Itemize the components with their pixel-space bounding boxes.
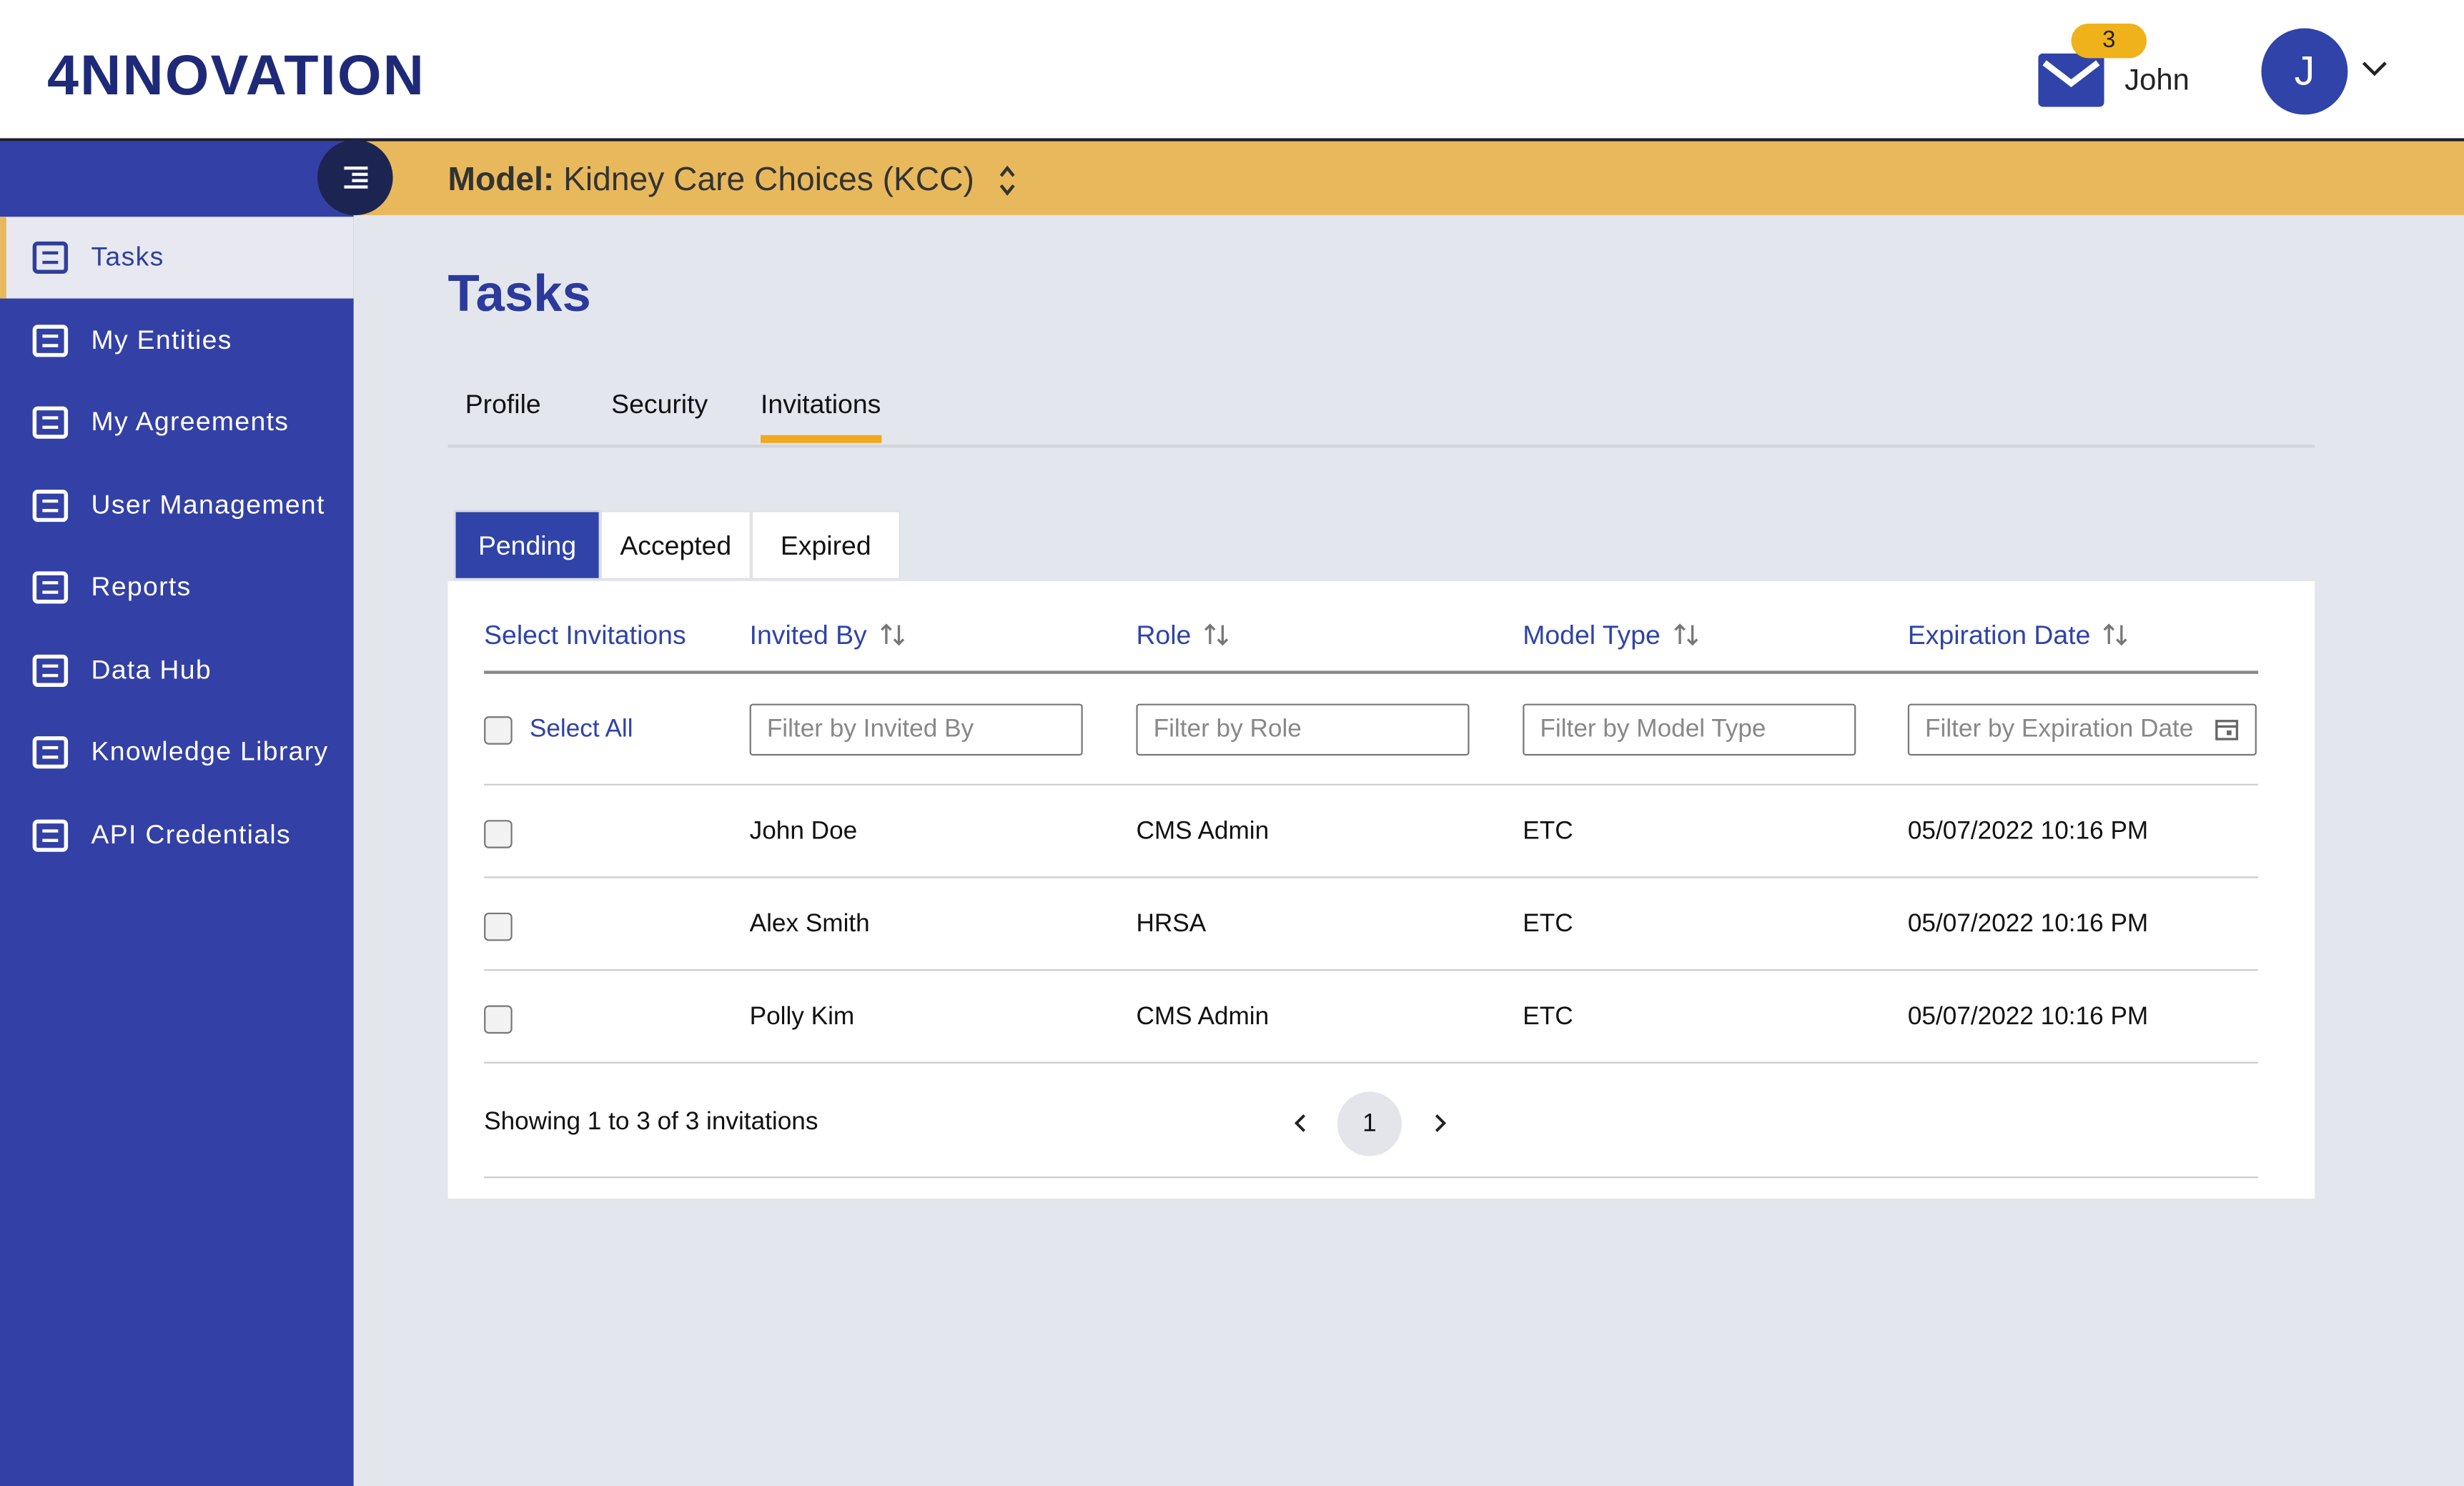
tab[interactable]: Profile [465, 390, 541, 420]
active-item-bg [0, 217, 354, 299]
checkbox[interactable] [484, 820, 513, 848]
subtab[interactable]: Accepted [600, 510, 751, 580]
user-menu-chevron[interactable] [2360, 60, 2389, 79]
sidebar-item[interactable]: My Entities [91, 324, 232, 355]
tabs-divider [447, 444, 2315, 448]
sidebar-icon [30, 321, 71, 359]
icon-shape [32, 571, 69, 604]
filter-input[interactable]: Filter by Expiration Date [1907, 703, 2257, 756]
cell: John Doe [749, 818, 858, 846]
model-selector[interactable]: Model: Kidney Care Choices (KCC) [448, 162, 974, 199]
column-header[interactable]: Model Type [1523, 620, 1661, 650]
mail-icon[interactable] [2038, 53, 2104, 107]
row-divider [484, 1061, 2259, 1064]
sidebar-item[interactable]: Data Hub [91, 654, 212, 685]
model-label: Model: [447, 162, 555, 198]
cell: ETC [1523, 818, 1573, 846]
row-divider [484, 876, 2259, 878]
sidebar-icon [30, 569, 71, 607]
cell: ETC [1523, 911, 1573, 938]
sidebar-icon [30, 816, 71, 854]
icon-shape [32, 241, 69, 274]
sort-arrows [1674, 623, 1698, 646]
column-header[interactable]: Expiration Date [1907, 620, 2091, 650]
sort-icon[interactable] [880, 622, 905, 650]
filter-input[interactable]: Filter by Model Type [1523, 703, 1856, 756]
header-divider [484, 670, 2259, 674]
sidebar-icon [30, 239, 71, 277]
filter-input[interactable]: Filter by Role [1136, 703, 1470, 756]
sort-icon[interactable] [2102, 622, 2127, 650]
icon-shape [32, 818, 69, 851]
checkbox[interactable] [484, 912, 513, 941]
icon-shape [32, 489, 69, 522]
sidebar-toggle[interactable] [317, 139, 393, 216]
page-title: Tasks [447, 264, 591, 322]
next-page[interactable] [1427, 1111, 1452, 1136]
column-header[interactable]: Role [1136, 620, 1192, 650]
cell: 05/07/2022 10:16 PM [1907, 911, 2149, 938]
icon-shape [32, 653, 69, 686]
footer-divider [484, 1177, 2259, 1179]
tab[interactable]: Invitations [761, 390, 881, 420]
cell: CMS Admin [1136, 818, 1270, 846]
model-value: Kidney Care Choices (KCC) [563, 162, 974, 198]
calendar-icon[interactable] [2215, 716, 2240, 741]
avatar[interactable]: J [2261, 28, 2348, 115]
checkbox[interactable] [484, 1005, 513, 1034]
sidebar-item[interactable]: Reports [91, 571, 192, 602]
user-name[interactable]: John [2124, 64, 2190, 98]
row-divider [484, 969, 2259, 971]
toggle-icon [344, 166, 368, 189]
chevron-left [1294, 1114, 1306, 1132]
subtab[interactable]: Expired [751, 510, 901, 580]
cell: CMS Admin [1136, 1004, 1270, 1031]
cell: Polly Kim [749, 1004, 855, 1031]
sort-arrows [1204, 623, 1229, 646]
notification-badge: 3 [2071, 23, 2147, 59]
column-header: Select Invitations [484, 620, 686, 650]
sidebar-item[interactable]: Knowledge Library [91, 736, 329, 767]
sort-icon[interactable] [1673, 622, 1698, 650]
tab[interactable]: Security [611, 390, 708, 420]
select-all[interactable]: Select All [529, 716, 633, 743]
sidebar-item[interactable]: User Management [91, 489, 325, 520]
sidebar-item[interactable]: My Agreements [91, 407, 290, 437]
cell: 05/07/2022 10:16 PM [1907, 1004, 2149, 1031]
sidebar-icon [30, 486, 71, 524]
cell: 05/07/2022 10:16 PM [1907, 818, 2149, 846]
model-switch-icon[interactable] [996, 164, 1019, 198]
sidebar-icon [30, 404, 71, 442]
icon-shape [32, 406, 69, 439]
footer-text: Showing 1 to 3 of 3 invitations [484, 1109, 818, 1136]
sort-arrows [881, 623, 905, 646]
page-number[interactable]: 1 [1337, 1091, 1402, 1156]
cell: HRSA [1136, 911, 1207, 938]
sort-icon[interactable] [1204, 622, 1229, 650]
tab-underline [761, 435, 882, 443]
prev-page[interactable] [1289, 1111, 1314, 1136]
sidebar-item[interactable]: API Credentials [91, 819, 291, 849]
row-divider [484, 783, 2259, 786]
sort-arrows [2103, 623, 2127, 646]
filter-input[interactable]: Filter by Invited By [749, 703, 1083, 756]
sidebar-item[interactable]: Tasks [91, 242, 164, 272]
sidebar-icon [30, 651, 71, 689]
sidebar [0, 141, 354, 1486]
calendar [2215, 720, 2239, 740]
cell: ETC [1523, 1004, 1573, 1031]
icon-shape [32, 736, 69, 769]
logo[interactable]: 4NNOVATION [46, 42, 426, 107]
cell: Alex Smith [749, 911, 870, 938]
chevron-right [1435, 1114, 1447, 1132]
model-bar [353, 141, 2464, 216]
subtab[interactable]: Pending [454, 510, 600, 580]
icon-shape [32, 324, 69, 357]
checkbox[interactable] [484, 716, 513, 745]
sidebar-icon [30, 733, 71, 771]
column-header[interactable]: Invited By [749, 620, 867, 650]
